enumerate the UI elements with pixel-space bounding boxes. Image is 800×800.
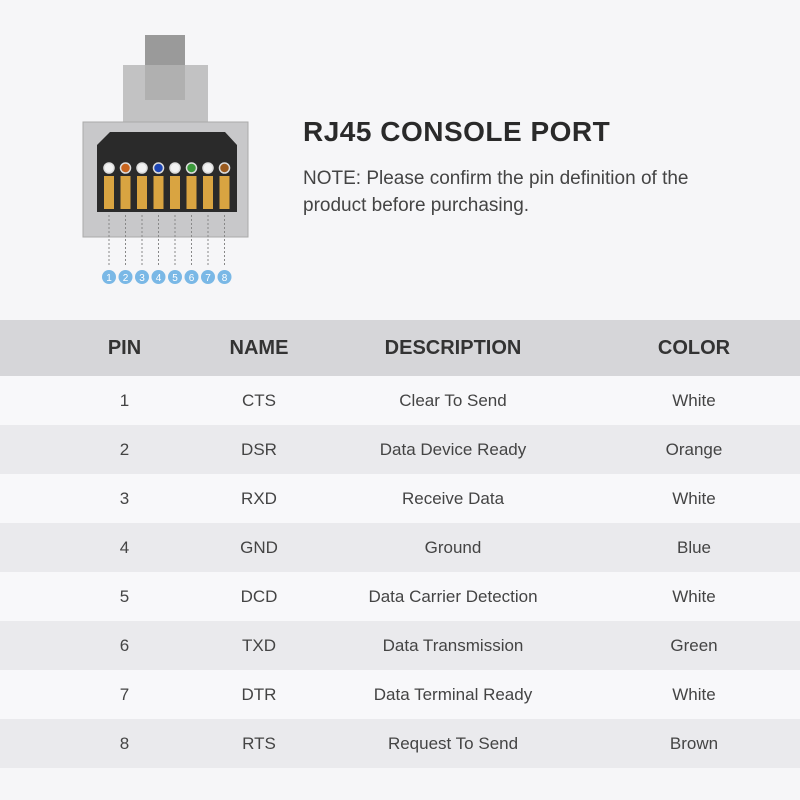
cell-name: RXD [200,474,318,523]
header-name: NAME [200,320,318,376]
pin-contact-1 [104,176,114,209]
cell-pin: 3 [0,474,200,523]
cell-description: Receive Data [318,474,588,523]
table-row: 4 GND Ground Blue [0,523,800,572]
cell-color: White [588,376,800,425]
cell-name: DSR [200,425,318,474]
pin-contact-6 [186,176,197,209]
cell-color: Green [588,621,800,670]
table-row: 8 RTS Request To Send Brown [0,719,800,768]
cell-description: Request To Send [318,719,588,768]
pin-badge-1 [102,270,116,284]
cell-description: Clear To Send [318,376,588,425]
cell-color: Blue [588,523,800,572]
cell-name: DTR [200,670,318,719]
cell-color: White [588,670,800,719]
wire-3-icon [136,162,148,174]
cell-color: White [588,572,800,621]
note: NOTE: Please confirm the pin definition … [303,165,723,219]
pin-badge-4 [151,270,166,284]
cell-color: Orange [588,425,800,474]
cell-pin: 7 [0,670,200,719]
cell-name: RTS [200,719,318,768]
pin-contact-2 [120,176,131,209]
cell-color: Brown [588,719,800,768]
pin-badge-7 [201,270,215,284]
pin-badge-8 [217,270,232,284]
cell-description: Data Device Ready [318,425,588,474]
cell-pin: 4 [0,523,200,572]
pin-table: PIN NAME DESCRIPTION COLOR 1 CTS Clear To … [0,320,800,768]
note-label: NOTE: [303,168,362,189]
wire-6-icon [185,162,198,174]
pin-contact-3 [137,176,147,209]
table-row: 7 DTR Data Terminal Ready White [0,670,800,719]
pin-contact-4 [153,176,164,209]
table-row: 5 DCD Data Carrier Detection White [0,572,800,621]
pin-number-7: 7 [205,273,211,284]
wire-8-icon [218,162,231,174]
wire-2-icon [119,162,132,174]
wire-4-icon [152,162,165,174]
pin-contact-8 [219,176,230,209]
cell-name: CTS [200,376,318,425]
pin-number-1: 1 [106,273,112,284]
cell-pin: 8 [0,719,200,768]
table-row: 3 RXD Receive Data White [0,474,800,523]
connector-clip [123,65,208,125]
header-color: COLOR [588,320,800,376]
cell-name: GND [200,523,318,572]
pin-number-3: 3 [139,273,145,284]
cell-pin: 6 [0,621,200,670]
wire-5-icon [169,162,181,174]
pin-number-4: 4 [156,273,162,284]
cell-name: DCD [200,572,318,621]
page-title: RJ45 CONSOLE PORT [303,116,611,147]
cell-description: Ground [318,523,588,572]
table-header-row: PIN NAME DESCRIPTION COLOR [0,320,800,376]
pin-badge-5 [168,270,182,284]
wire-1-icon [103,162,115,174]
cell-pin: 2 [0,425,200,474]
pin-number-6: 6 [189,273,195,284]
cell-pin: 1 [0,376,200,425]
connector-body [97,132,237,212]
pin-number-8: 8 [222,273,228,284]
table-row: 2 DSR Data Device Ready Orange [0,425,800,474]
pin-contact-7 [203,176,213,209]
cell-name: TXD [200,621,318,670]
table-row: 1 CTS Clear To Send White [0,376,800,425]
pin-contact-5 [170,176,180,209]
table-row: 6 TXD Data Transmission Green [0,621,800,670]
cell-description: Data Terminal Ready [318,670,588,719]
header-description: DESCRIPTION [318,320,588,376]
cell-color: White [588,474,800,523]
pin-badge-2 [118,270,133,284]
pin-badge-3 [135,270,149,284]
cell-description: Data Transmission [318,621,588,670]
header-pin: PIN [0,320,200,376]
pin-number-5: 5 [172,273,178,284]
cell-description: Data Carrier Detection [318,572,588,621]
pin-badge-6 [184,270,199,284]
cell-pin: 5 [0,572,200,621]
note-text: Please confirm the pin definition of the… [303,168,689,216]
wire-7-icon [202,162,214,174]
pin-number-2: 2 [123,273,129,284]
